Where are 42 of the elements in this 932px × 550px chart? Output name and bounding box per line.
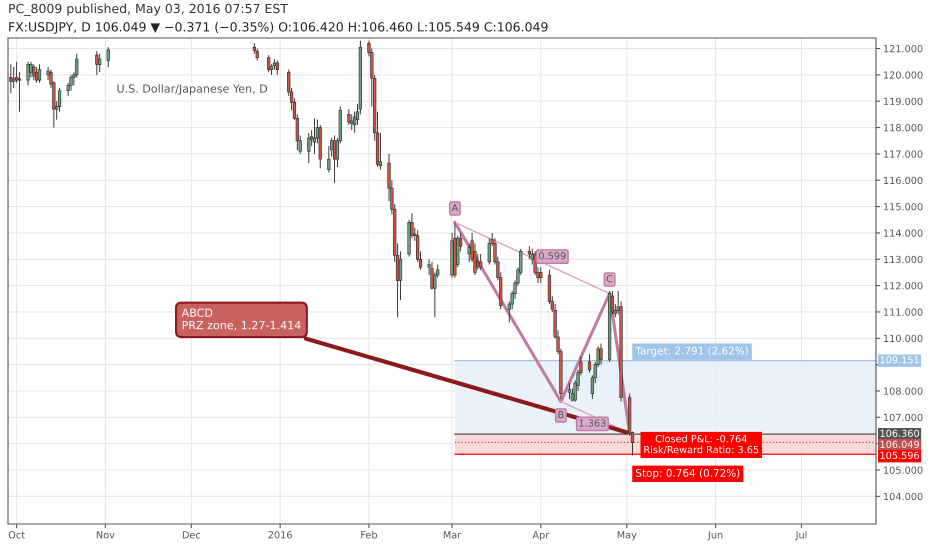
annotation: ABCD PRZ zone, 1.27-1.414 bbox=[182, 308, 301, 330]
x-tick-label: 2016 bbox=[268, 531, 292, 538]
y-tick-label: 121.000 bbox=[884, 45, 923, 52]
x-tick-label: May bbox=[618, 531, 637, 540]
y-tick-label: 111.000 bbox=[884, 308, 923, 316]
y-tick-label: 114.000 bbox=[884, 229, 923, 237]
y-tick-label: 113.000 bbox=[884, 256, 923, 264]
x-tick-label: Jun bbox=[707, 531, 722, 540]
y-tick-label: 119.000 bbox=[884, 98, 923, 106]
x-tick-label: Nov bbox=[96, 531, 115, 538]
annotation: Closed P&L: -0.764 Risk/Reward Ratio: 3.65 bbox=[644, 434, 758, 454]
band-label: Target: 2.791 (2.62%) bbox=[635, 346, 748, 357]
y-tick-label: 115.000 bbox=[884, 203, 923, 210]
y-tick-label: 108.000 bbox=[884, 387, 923, 395]
annotation: C bbox=[606, 275, 612, 282]
annotation: A bbox=[452, 204, 458, 212]
ref-line-label: 106.360 bbox=[880, 430, 920, 437]
y-tick-label: 107.000 bbox=[884, 414, 923, 422]
y-tick-label: 120.000 bbox=[884, 71, 923, 79]
y-tick-label: 116.000 bbox=[884, 176, 923, 184]
band-label: Stop: 0.764 (0.72%) bbox=[636, 468, 740, 479]
y-tick-label: 110.000 bbox=[884, 334, 923, 342]
x-tick-label: Feb bbox=[361, 530, 378, 538]
y-tick-label: 112.000 bbox=[884, 282, 923, 290]
y-tick-label: 118.000 bbox=[884, 124, 923, 132]
y-tick-label: 105.000 bbox=[884, 466, 923, 474]
x-tick-label: Apr bbox=[532, 531, 550, 540]
x-tick-label: Mar bbox=[444, 531, 462, 538]
ref-line-label: 106.049 bbox=[880, 440, 919, 448]
y-tick-label: 104.000 bbox=[884, 492, 923, 500]
ref-line-label: 109.151 bbox=[880, 356, 919, 364]
x-tick-label: Dec bbox=[182, 531, 200, 538]
annotation: 0.599 bbox=[539, 252, 566, 260]
x-tick-label: Oct bbox=[8, 531, 25, 538]
y-tick-label: 117.000 bbox=[884, 150, 923, 158]
annotation: B bbox=[558, 411, 564, 418]
text: U.S. Dollar/Japanese Yen, D bbox=[117, 84, 268, 95]
annotation: 1.363 bbox=[580, 419, 606, 427]
ref-line-label: 105.596 bbox=[880, 452, 920, 459]
text: PC_8009 published, May 03, 2016 07:57 EST bbox=[9, 4, 288, 16]
x-tick-label: Jul bbox=[795, 530, 806, 540]
chart-title: FX:USDJPY, D 106.049 ▼ −0.371 (−0.35%) O:106.420 H:106.460 L:105.549 C:106.049 bbox=[9, 22, 548, 34]
